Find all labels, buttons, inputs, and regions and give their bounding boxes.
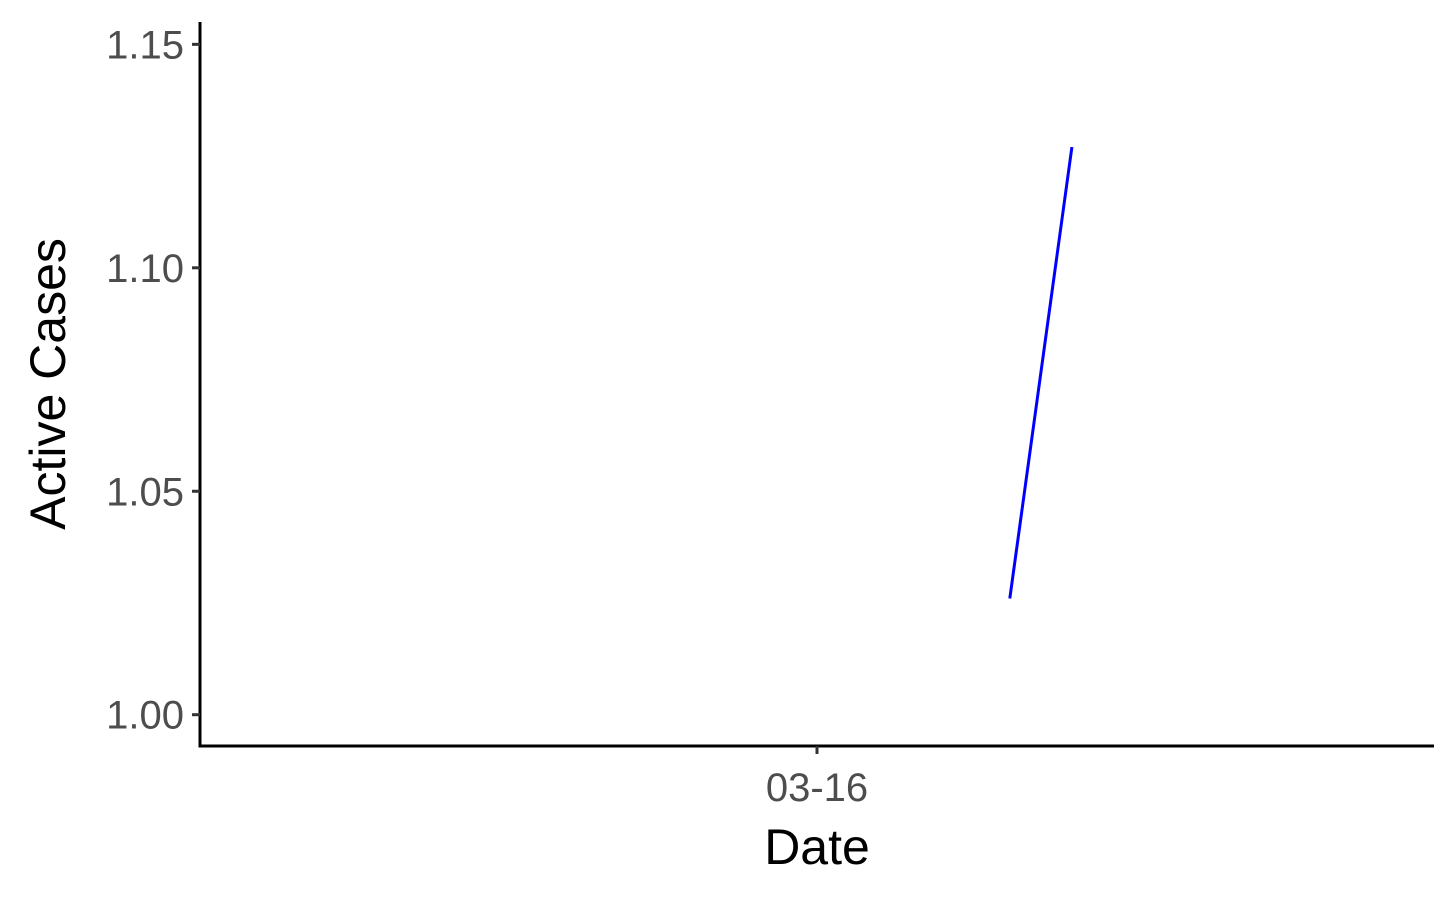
y-tick-label: 1.15 bbox=[106, 23, 184, 67]
x-axis-title: Date bbox=[764, 819, 870, 875]
y-tick-label: 1.10 bbox=[106, 247, 184, 291]
series-layer bbox=[1008, 146, 1074, 599]
y-tick-label: 1.05 bbox=[106, 470, 184, 514]
y-axis-ticks: 1.00 1.05 1.10 1.15 bbox=[106, 23, 200, 738]
y-axis-title: Active Cases bbox=[20, 238, 76, 530]
x-axis-ticks: 03-16 bbox=[766, 746, 868, 810]
y-tick-label: 1.00 bbox=[106, 694, 184, 738]
x-tick-label: 03-16 bbox=[766, 766, 868, 810]
series-line-0 bbox=[1008, 146, 1074, 599]
